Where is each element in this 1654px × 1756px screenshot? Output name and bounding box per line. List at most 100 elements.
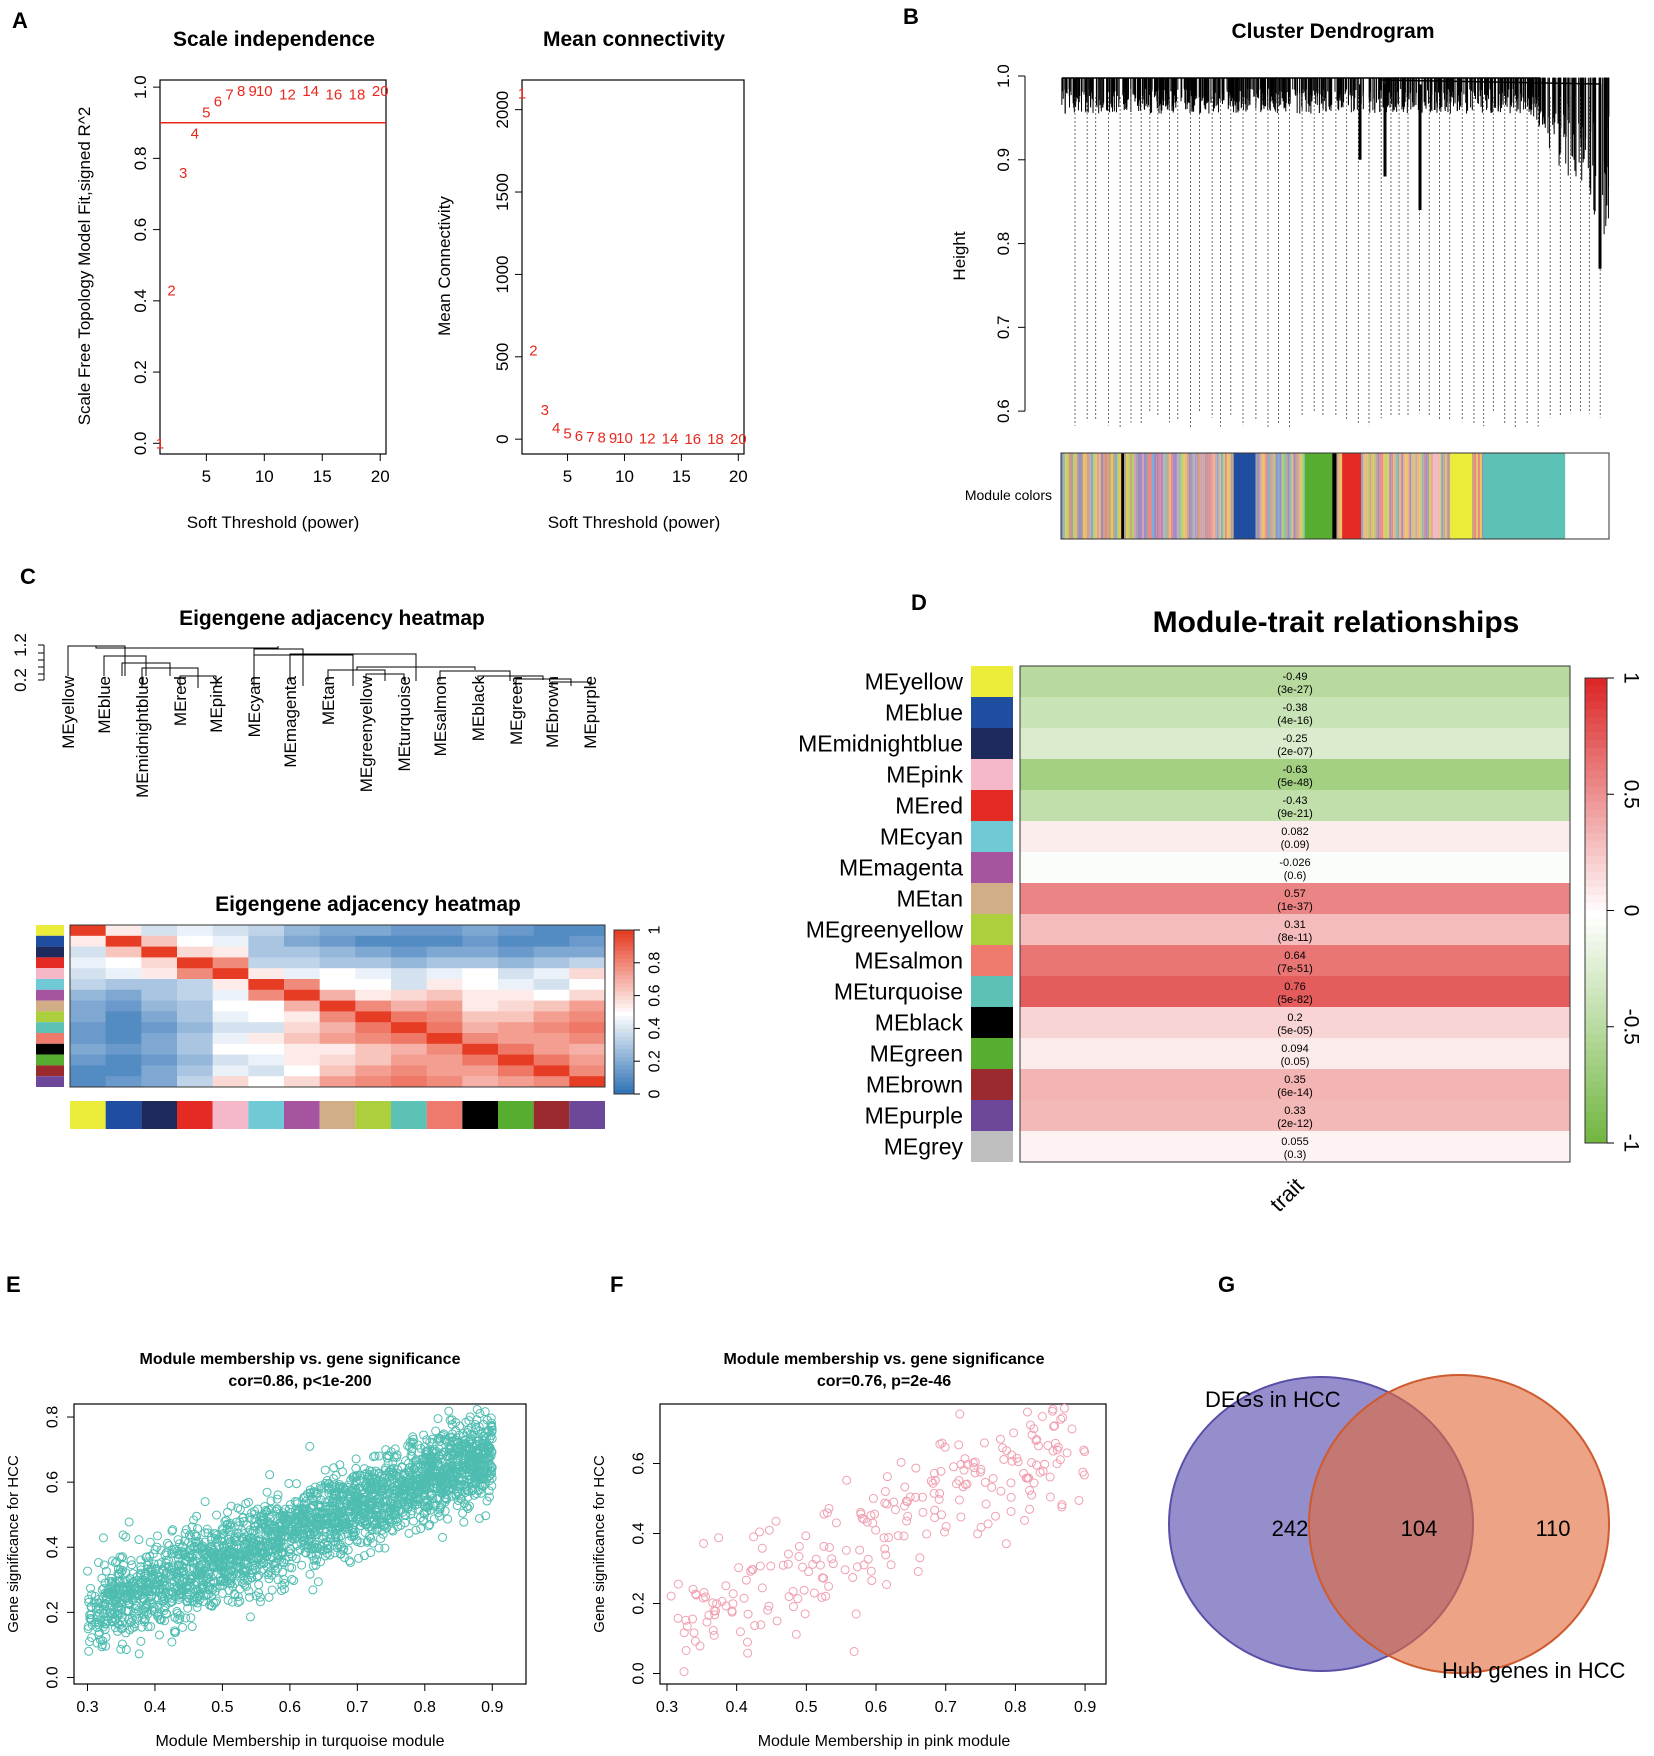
data-point	[175, 1614, 185, 1624]
data-point	[955, 1409, 965, 1419]
heatmap-cell	[355, 1033, 392, 1045]
dendro-branch	[253, 648, 304, 686]
data-point	[320, 1465, 330, 1475]
heatmap-cell	[70, 1022, 107, 1034]
data-point	[137, 1622, 147, 1632]
data-point	[179, 1536, 189, 1546]
y-tick-label: 0.9	[994, 148, 1013, 172]
data-point	[1032, 1435, 1042, 1445]
heatmap-cell	[426, 1011, 463, 1023]
data-point	[698, 1593, 708, 1603]
data-point	[266, 1512, 276, 1522]
data-point	[935, 1488, 945, 1498]
color-stripe	[1267, 453, 1270, 539]
data-point	[1056, 1414, 1066, 1424]
data-point	[472, 1404, 482, 1414]
data-point	[980, 1477, 990, 1487]
color-stripe	[1399, 453, 1402, 539]
data-point	[191, 1537, 201, 1547]
data-point	[681, 1645, 691, 1655]
point-label: 7	[586, 429, 594, 446]
heatmap-cell	[141, 1011, 178, 1023]
heatmap-cell	[319, 1022, 356, 1034]
data-point	[1025, 1504, 1035, 1514]
color-stripe	[1103, 453, 1105, 539]
data-point	[401, 1511, 411, 1521]
data-point	[764, 1601, 774, 1611]
y-axis-label: Gene significance for HCC	[5, 1455, 22, 1633]
heatmap-cell	[248, 1065, 285, 1077]
data-point	[183, 1551, 193, 1561]
heatmap-cell	[498, 925, 535, 937]
data-point	[427, 1489, 437, 1499]
color-stripe	[1338, 453, 1341, 539]
data-point	[382, 1453, 392, 1463]
data-point	[930, 1513, 940, 1523]
data-point	[405, 1463, 415, 1473]
data-point	[691, 1589, 701, 1599]
heatmap-cell	[141, 1022, 178, 1034]
data-point	[245, 1570, 255, 1580]
chart-title: Mean connectivity	[543, 28, 725, 51]
data-point	[216, 1552, 226, 1562]
cell-correlation: -0.63	[1282, 764, 1307, 776]
x-axis: 0.3 0.4 0.5 0.6 0.7 0.8 0.9	[656, 1684, 1096, 1716]
y-tick-label: 0.0	[131, 431, 150, 455]
data-point	[1049, 1421, 1059, 1431]
data-point	[1067, 1424, 1077, 1434]
data-point	[254, 1580, 264, 1590]
heatmap-cell	[177, 1022, 214, 1034]
data-point	[433, 1459, 443, 1469]
data-point	[202, 1524, 212, 1534]
data-point	[351, 1463, 361, 1473]
y-tick-label: 0.8	[131, 147, 150, 171]
data-point	[699, 1587, 709, 1597]
data-point	[355, 1516, 365, 1526]
heatmap-cell	[462, 935, 499, 948]
data-point	[890, 1505, 900, 1515]
data-point	[233, 1503, 243, 1513]
data-point	[434, 1471, 444, 1481]
data-point	[313, 1577, 323, 1587]
heatmap-cell	[498, 957, 535, 969]
heatmap-cell	[284, 1022, 321, 1034]
data-point	[115, 1565, 125, 1575]
color-stripe	[1429, 453, 1432, 539]
data-point	[960, 1454, 970, 1464]
color-stripe	[1431, 453, 1434, 539]
colorbar-step	[614, 1016, 634, 1021]
data-point	[148, 1549, 158, 1559]
row-label: MEturquoise	[834, 979, 963, 1005]
x-tick-label: 0.8	[414, 1699, 436, 1716]
data-point	[374, 1543, 384, 1553]
heatmap-cell	[177, 935, 214, 948]
heatmap-cell	[533, 968, 570, 980]
heatmap-cell	[141, 1076, 178, 1088]
data-point	[335, 1512, 345, 1522]
data-point	[158, 1573, 168, 1583]
color-stripe	[1126, 453, 1129, 539]
color-stripe	[1263, 453, 1266, 539]
data-point	[270, 1521, 280, 1531]
y-tick-label: 1500	[493, 173, 512, 211]
data-point	[178, 1622, 188, 1632]
plot-frame	[521, 79, 745, 455]
data-point	[435, 1511, 445, 1521]
data-point	[237, 1550, 247, 1560]
row-color-swatch	[971, 759, 1013, 790]
data-point	[115, 1552, 125, 1562]
heatmap-cell	[248, 1043, 285, 1056]
heatmap-cell	[284, 1033, 321, 1045]
chart-mean-connectivity: Mean connectivity 5 10 15 20 05001000150020…	[435, 28, 748, 532]
color-stripe	[1415, 453, 1418, 539]
colorbar-step	[1585, 740, 1607, 749]
data-point	[483, 1454, 493, 1464]
heatmap-cell	[462, 1076, 499, 1088]
x-axis: 5 10 15 20	[202, 454, 390, 486]
data-point	[389, 1489, 399, 1499]
point-label: 5	[563, 426, 571, 443]
heatmap-cell	[569, 1022, 606, 1034]
colorbar-step	[1585, 809, 1607, 818]
cell-correlation: -0.25	[1282, 733, 1307, 745]
color-stripe	[1401, 453, 1404, 539]
